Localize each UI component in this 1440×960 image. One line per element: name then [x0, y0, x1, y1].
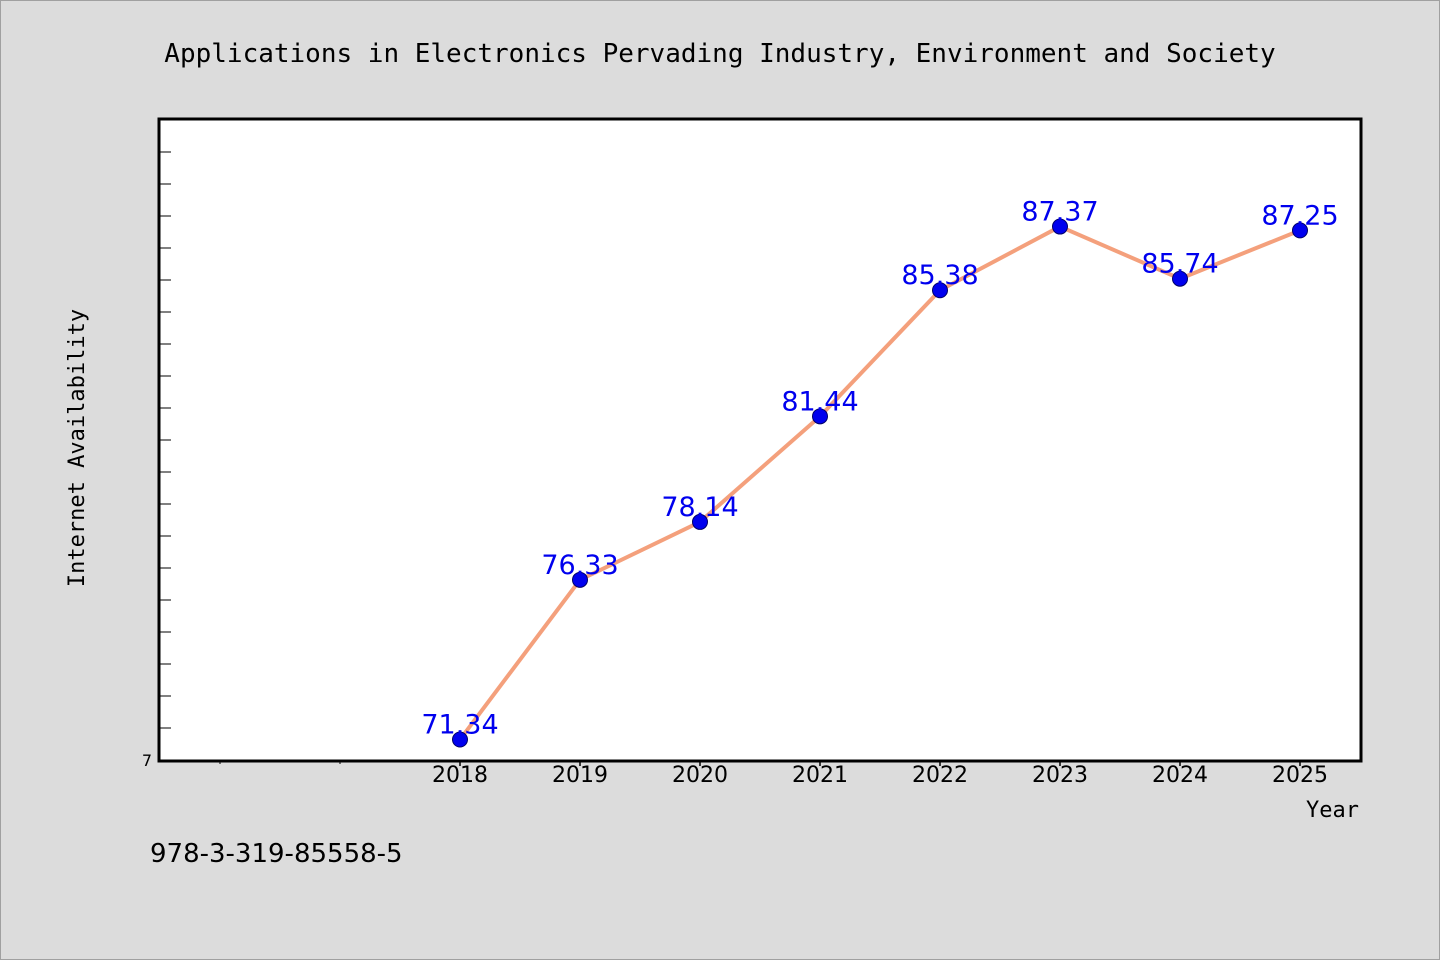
data-point: [1172, 270, 1188, 287]
x-tick-label: 2020: [672, 763, 728, 788]
data-label: 87.25: [1261, 200, 1338, 231]
data-point: [932, 282, 948, 299]
plot-area: [157, 117, 1363, 763]
x-axis-label: Year: [1306, 798, 1359, 823]
series-layer: 71.34 76.33 78.14 81.44 85.38 87.37 85.74 87.25: [421, 197, 1339, 748]
y-axis-label: Internet Availability: [65, 309, 90, 587]
data-point: [692, 513, 708, 530]
data-label: 85.74: [1141, 249, 1218, 280]
data-point: [812, 408, 828, 425]
data-label: 85.38: [901, 260, 978, 291]
data-point: [1292, 222, 1308, 239]
x-axis-ticks: 2018 2019 2020 2021 2022 2023 2024 2025: [219, 760, 1328, 788]
data-label: 71.34: [421, 710, 498, 741]
footer-text: 978-3-319-85558-5: [150, 839, 403, 869]
data-label: 78.14: [661, 492, 738, 523]
x-tick-label: 2018: [432, 763, 488, 788]
x-tick-label: 2023: [1032, 763, 1088, 788]
chart-title: Applications in Electronics Pervading In…: [164, 39, 1275, 69]
x-tick-label: 2019: [552, 763, 608, 788]
data-point: [572, 571, 588, 588]
data-label: 81.44: [781, 386, 858, 417]
series-line: [458, 224, 1301, 741]
y-axis-ticks: [160, 151, 171, 729]
data-point: [1052, 218, 1068, 235]
y-tick-label: 7: [142, 751, 152, 770]
x-tick-label: 2025: [1272, 763, 1328, 788]
x-tick-label: 2021: [792, 763, 848, 788]
data-label: 87.37: [1021, 197, 1098, 228]
data-point: [452, 731, 468, 748]
data-label: 76.33: [541, 550, 618, 581]
x-tick-label: 2022: [912, 763, 968, 788]
x-tick-label: 2024: [1152, 763, 1208, 788]
